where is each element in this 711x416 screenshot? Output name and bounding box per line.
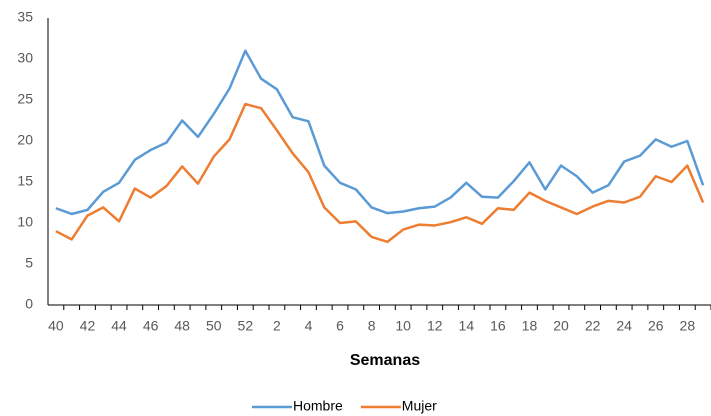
x-tick-label: 12	[427, 318, 443, 334]
x-tick-label: 42	[80, 318, 96, 334]
y-tick-label: 25	[17, 91, 33, 107]
x-tick-label: 16	[490, 318, 506, 334]
y-tick-label: 10	[17, 214, 33, 230]
y-tick-label: 20	[17, 132, 33, 148]
x-tick-label: 50	[206, 318, 222, 334]
x-tick-label: 26	[648, 318, 664, 334]
y-tick-label: 5	[25, 255, 33, 271]
x-tick-label: 14	[459, 318, 475, 334]
y-tick-label: 30	[17, 50, 33, 66]
x-tick-label: 52	[238, 318, 254, 334]
x-axis-label: Semanas	[350, 352, 420, 369]
x-tick-label: 10	[395, 318, 411, 334]
legend-label: Mujer	[402, 398, 437, 414]
x-tick-label: 20	[553, 318, 569, 334]
legend-label: Hombre	[293, 398, 343, 414]
y-tick-label: 35	[17, 9, 33, 25]
x-tick-label: 48	[174, 318, 190, 334]
x-tick-label: 6	[336, 318, 344, 334]
x-tick-label: 46	[143, 318, 159, 334]
x-tick-label: 2	[273, 318, 281, 334]
x-tick-label: 4	[305, 318, 313, 334]
x-tick-label: 28	[680, 318, 696, 334]
y-tick-label: 0	[25, 296, 33, 312]
series-line	[55, 49, 705, 216]
x-tick-label: 22	[585, 318, 601, 334]
series-line	[55, 102, 705, 244]
x-tick-label: 24	[616, 318, 632, 334]
x-tick-label: 8	[368, 318, 376, 334]
x-tick-label: 40	[48, 318, 64, 334]
x-tick-label: 18	[522, 318, 538, 334]
x-tick-label: 44	[111, 318, 127, 334]
y-tick-label: 15	[17, 173, 33, 189]
